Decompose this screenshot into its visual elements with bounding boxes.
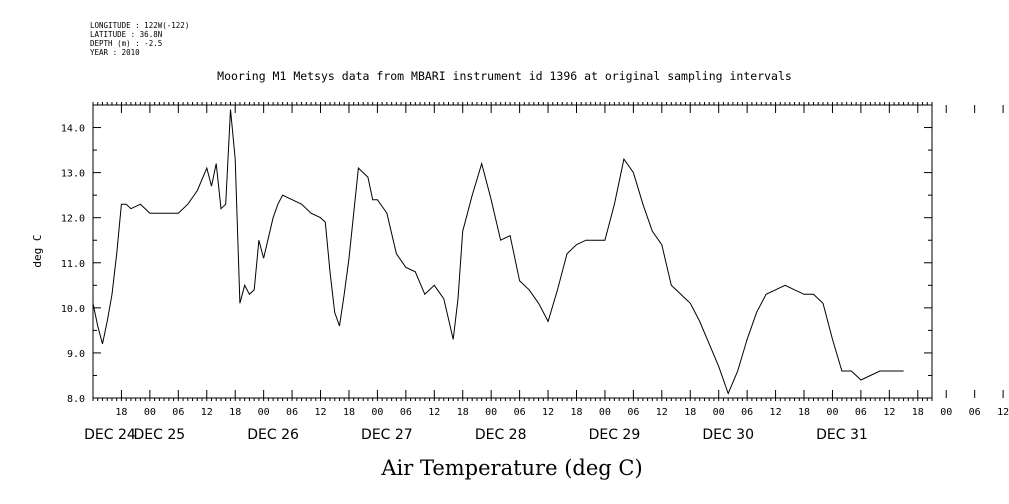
x-tick-label: 12 — [542, 407, 554, 418]
metadata-block: LONGITUDE : 122W(-122) LATITUDE : 36.8N … — [90, 21, 189, 57]
x-tick-label: 00 — [826, 407, 838, 418]
x-tick-label: 00 — [713, 407, 725, 418]
y-tick-label: 9.0 — [67, 349, 85, 360]
x-day-label: DEC 31 — [816, 427, 868, 443]
x-day-label: DEC 28 — [475, 427, 527, 443]
x-tick-label: 00 — [599, 407, 611, 418]
x-tick-label: 06 — [400, 407, 412, 418]
x-tick-label: 12 — [770, 407, 782, 418]
x-tick-label: 18 — [684, 407, 696, 418]
x-tick-label: 00 — [940, 407, 952, 418]
y-tick-label: 13.0 — [61, 169, 85, 180]
x-tick-label: 12 — [656, 407, 668, 418]
x-tick-label: 06 — [969, 407, 981, 418]
x-tick-label: 00 — [485, 407, 497, 418]
x-day-label: DEC 29 — [589, 427, 641, 443]
x-day-label: DEC 25 — [134, 427, 186, 443]
plot-frame — [92, 104, 933, 399]
x-tick-label: 18 — [912, 407, 924, 418]
x-day-label: DEC 30 — [702, 427, 754, 443]
x-tick-label: 06 — [741, 407, 753, 418]
x-tick-label: 18 — [570, 407, 582, 418]
frame-tick-marks — [92, 102, 1004, 401]
x-tick-label: 18 — [115, 407, 127, 418]
y-tick-label: 10.0 — [61, 304, 85, 315]
x-tick-label: 06 — [855, 407, 867, 418]
y-tick-label: 11.0 — [61, 259, 85, 270]
x-tick-label: 12 — [997, 407, 1009, 418]
y-axis-label: deg C — [31, 234, 44, 267]
x-tick-label: 06 — [514, 407, 526, 418]
latitude-label: LATITUDE : 36.8N — [90, 30, 163, 39]
x-tick-label: 00 — [144, 407, 156, 418]
x-axis-label: Air Temperature (deg C) — [380, 456, 642, 480]
x-day-label: DEC 27 — [361, 427, 413, 443]
x-tick-label: 00 — [258, 407, 270, 418]
y-tick-label: 12.0 — [61, 214, 85, 225]
chart-title: Mooring M1 Metsys data from MBARI instru… — [217, 69, 792, 83]
x-tick-label: 12 — [428, 407, 440, 418]
x-tick-label: 18 — [343, 407, 355, 418]
x-tick-label: 06 — [286, 407, 298, 418]
x-tick-label: 12 — [201, 407, 213, 418]
longitude-label: LONGITUDE : 122W(-122) — [90, 21, 190, 30]
x-tick-label: 18 — [798, 407, 810, 418]
depth-label: DEPTH (m) : -2.5 — [90, 39, 163, 48]
x-tick-label: 12 — [883, 407, 895, 418]
x-day-label: DEC 24 — [84, 427, 136, 443]
x-day-label: DEC 26 — [247, 427, 299, 443]
year-label: YEAR : 2010 — [90, 48, 140, 57]
x-tick-label: 00 — [371, 407, 383, 418]
x-tick-label: 18 — [457, 407, 469, 418]
x-tick-label: 18 — [229, 407, 241, 418]
x-tick-label: 12 — [315, 407, 327, 418]
y-tick-label: 8.0 — [67, 394, 85, 405]
y-tick-label: 14.0 — [61, 124, 85, 135]
x-tick-label: 06 — [172, 407, 184, 418]
air-temperature-line — [92, 109, 904, 395]
axis-tick-labels: 8.0 9.0 10.0 11.0 12.0 13.0 14.0 18 00 06 12 18 00 06… — [61, 124, 1009, 443]
x-tick-label: 06 — [627, 407, 639, 418]
